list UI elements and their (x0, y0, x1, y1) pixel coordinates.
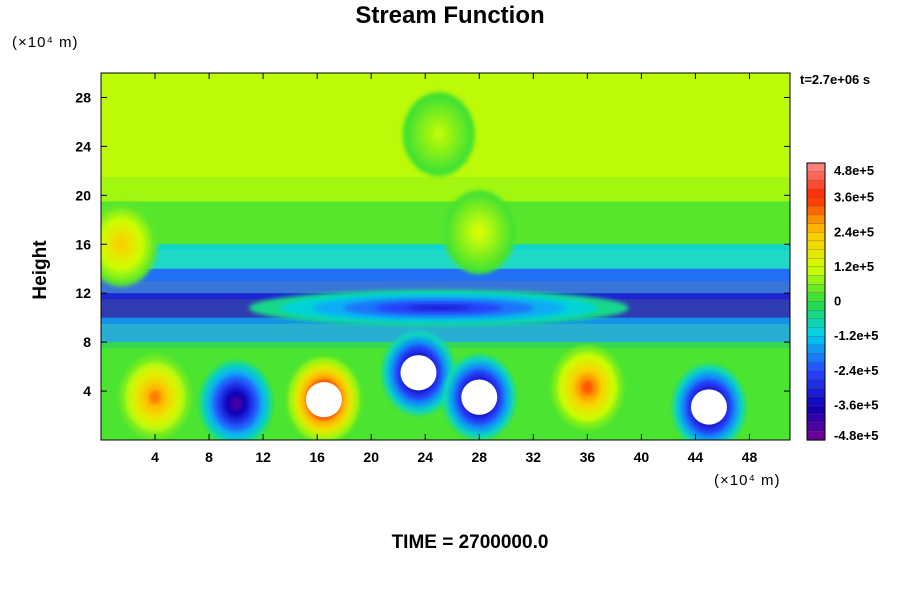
colorbar-segment (806, 379, 826, 389)
feature-9-ring-5 (115, 237, 128, 252)
x-tick-label: 48 (742, 449, 758, 465)
colorbar-segment (806, 232, 826, 242)
y-tick-label: 4 (83, 383, 91, 399)
colorbar-segment (806, 292, 826, 303)
colorbar-segment (806, 431, 826, 441)
y-tick-label: 28 (75, 89, 91, 105)
colorbar-frame (806, 162, 826, 441)
colorbar-tick-label: 0 (834, 294, 841, 309)
x-tick-label: 16 (309, 449, 325, 465)
colorbar-segment (806, 162, 826, 173)
x-tick-label: 12 (255, 449, 271, 465)
colorbar-segment (806, 310, 826, 320)
y-tick-label: 24 (75, 138, 91, 154)
colorbar-segment (806, 344, 826, 355)
colorbar-tick-label: 3.6e+5 (834, 190, 874, 205)
colorbar-segment (806, 370, 826, 381)
feature-5-ring-5 (581, 380, 594, 395)
colorbar-segment (806, 171, 826, 181)
x-tick-label: 32 (526, 449, 542, 465)
feature-4-core (461, 379, 498, 415)
colorbar-segment (806, 180, 826, 190)
colorbar-segment (806, 396, 826, 407)
plot-area (101, 73, 790, 440)
colorbar-segment (806, 353, 826, 363)
x-axis-unit: (×10⁴ m) (714, 472, 781, 489)
feature-0-ring-5 (149, 390, 162, 405)
x-tick-label: 4 (151, 449, 159, 465)
colorbar-tick-label: 1.2e+5 (834, 259, 874, 274)
y-tick-label: 16 (75, 236, 91, 252)
colorbar-segment (806, 206, 826, 216)
x-tick-label: 36 (580, 449, 596, 465)
colorbar-segment (806, 284, 826, 294)
colorbar-segment (806, 422, 826, 432)
feature-10-ring-5 (432, 127, 445, 142)
feature-3-core (400, 355, 437, 391)
colorbar-segment (806, 258, 826, 268)
colorbar-segment (806, 318, 826, 329)
x-tick-label: 28 (471, 449, 487, 465)
chart-title: Stream Function (355, 2, 545, 29)
colorbar-segment (806, 249, 826, 259)
plot-frame (100, 72, 791, 441)
colorbar-tick-label: -3.6e+5 (834, 397, 878, 412)
colorbar-segment (806, 327, 826, 337)
colorbar-tick-label: 4.8e+5 (834, 163, 874, 178)
x-tick-label: 20 (363, 449, 379, 465)
colorbar-segment (806, 188, 826, 199)
y-tick-label: 8 (83, 334, 91, 350)
colorbar-tick-label: 2.4e+5 (834, 224, 874, 239)
x-tick-label: 24 (417, 449, 433, 465)
y-tick-label: 20 (75, 187, 91, 203)
x-tick-label: 40 (634, 449, 650, 465)
colorbar-segment (806, 335, 826, 346)
colorbar-tick-label: -2.4e+5 (834, 363, 878, 378)
colorbar: 4.8e+5 3.6e+5 2.4e+5 1.2e+5 0 -1.2e+5 -2.4e+5 -… (806, 162, 878, 443)
feature-7-ring-5 (407, 304, 471, 311)
feature-6-core (690, 389, 727, 425)
colorbar-segment (806, 361, 826, 372)
colorbar-tick-label: -1.2e+5 (834, 328, 878, 343)
colorbar-segment (806, 387, 826, 398)
colorbar-segment (806, 197, 826, 207)
colorbar-segment (806, 266, 826, 277)
colorbar-segment (806, 405, 826, 415)
colorbar-segment (806, 240, 826, 251)
feature-8-ring-5 (473, 225, 486, 240)
feature-1-ring-5 (230, 396, 243, 411)
x-tick-label: 44 (688, 449, 704, 465)
colorbar-segment (806, 301, 826, 311)
feature-2-core (305, 381, 342, 418)
time-caption: TIME = 2700000.0 (391, 532, 549, 553)
colorbar-tick-label: -4.8e+5 (834, 428, 878, 443)
y-tick-label: 12 (75, 285, 91, 301)
colorbar-segment (806, 214, 826, 225)
colorbar-segment (806, 275, 826, 285)
colorbar-segment (806, 413, 826, 424)
x-tick-label: 8 (205, 449, 213, 465)
colorbar-segment (806, 223, 826, 233)
time-annotation: t=2.7e+06 s (800, 72, 871, 87)
y-axis-unit: (×10⁴ m) (12, 34, 79, 51)
